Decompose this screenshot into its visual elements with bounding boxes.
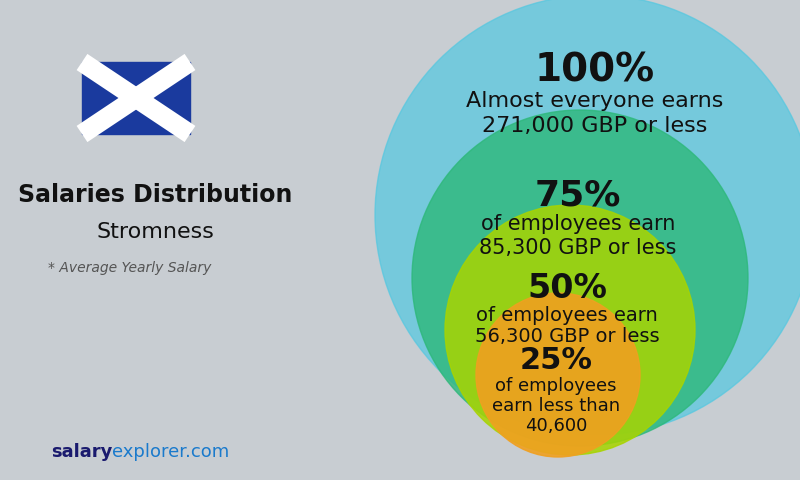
Text: earn less than: earn less than [492, 397, 620, 415]
Text: 50%: 50% [527, 272, 607, 305]
Bar [82, 62, 190, 134]
Text: 75%: 75% [535, 178, 621, 212]
Text: 271,000 GBP or less: 271,000 GBP or less [482, 116, 708, 136]
Circle shape [476, 293, 640, 457]
Text: * Average Yearly Salary: * Average Yearly Salary [48, 261, 212, 275]
Text: of employees earn: of employees earn [481, 215, 675, 234]
Text: of employees earn: of employees earn [476, 306, 658, 324]
Circle shape [445, 205, 695, 455]
Text: Almost everyone earns: Almost everyone earns [466, 91, 724, 111]
Circle shape [375, 0, 800, 435]
Text: 100%: 100% [535, 52, 655, 90]
Text: 85,300 GBP or less: 85,300 GBP or less [479, 238, 677, 258]
Text: of employees: of employees [495, 377, 617, 395]
Text: Stromness: Stromness [96, 222, 214, 242]
Text: Salaries Distribution: Salaries Distribution [18, 183, 292, 207]
Text: 40,600: 40,600 [525, 417, 587, 435]
Text: explorer.com: explorer.com [112, 443, 230, 461]
Circle shape [412, 110, 748, 446]
Text: salary: salary [50, 443, 112, 461]
Text: 25%: 25% [519, 346, 593, 375]
Text: 56,300 GBP or less: 56,300 GBP or less [474, 327, 659, 346]
